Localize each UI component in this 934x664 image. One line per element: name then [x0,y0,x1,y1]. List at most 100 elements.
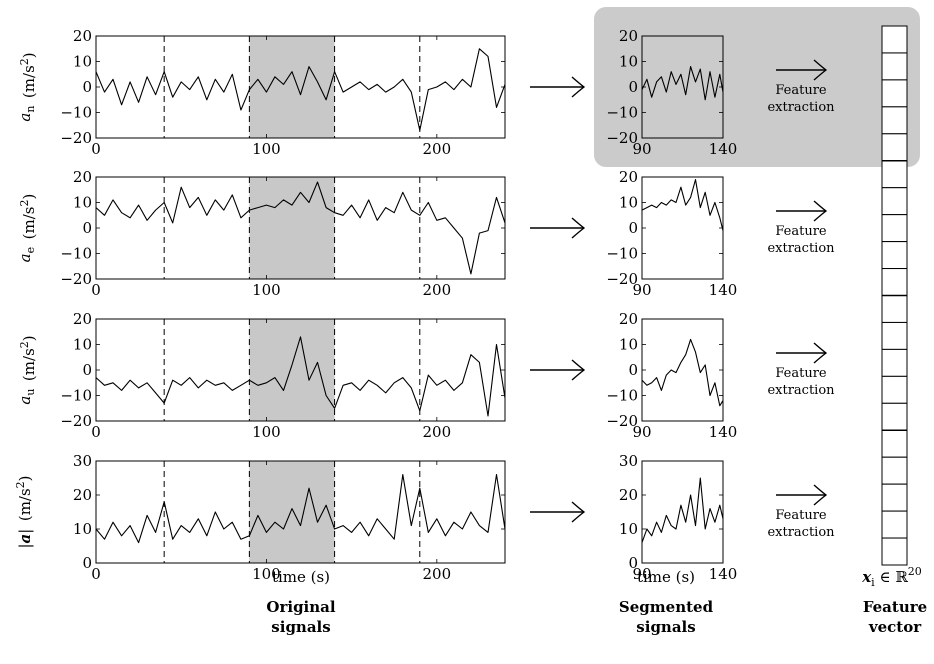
plot3-ytick-label: −10 [60,387,92,405]
plot2-xtick-label: 100 [252,281,281,299]
plot4-xtick-label: 100 [252,565,281,583]
feature-extraction-label-line2: extraction [767,100,835,115]
plot1-seg-xtick-label: 140 [709,140,738,158]
time-axis-label-left: time (s) [272,568,330,586]
feature-vector-cell [881,321,908,350]
time-axis-label-mid: time (s) [637,568,695,586]
plot2-signal-line [95,181,506,275]
plot2-seg-ytick-label: −10 [606,245,638,263]
plot1-xtick-label: 200 [423,140,452,158]
plot2-shaded-window [249,177,335,279]
plot2-ylabel-unit: (m/s [20,207,38,247]
feature-vector-cell [881,25,908,54]
plot2-seg-ytick-label: 10 [619,194,638,212]
plot2-xtick-label: 200 [423,281,452,299]
plot3-ylabel: au (m/s2) [16,335,38,404]
plot4-frame [95,460,506,564]
plot1-ytick-label: −10 [60,104,92,122]
plot2-ylabel: ae (m/s2) [16,194,38,263]
plot2-ylabel-var: a [16,253,34,262]
right-arrow-icon [776,342,828,364]
plot3-segment-line [641,338,724,407]
plot2-ytick-label: 10 [73,194,92,212]
plot1-ylabel-sub: n [24,106,37,113]
feature-extraction-labels: Feature extraction Feature extraction Featur… [767,83,835,540]
plot1-seg-ytick-label: 20 [619,27,638,45]
arrow-head [813,342,828,364]
plot4-signal-line [95,474,506,544]
plot3-xtick-label: 200 [423,423,452,441]
feature-extraction-label-line1: Feature [775,366,827,381]
plot4-seg-ytick-label: 0 [628,554,638,572]
feature-vector-cell [881,295,908,323]
plot2-seg-xtick-label: 140 [709,281,738,299]
arrow-head [571,217,586,239]
right-arrow-icon [776,59,828,81]
plot4-ylabel-sup: 2 [14,481,27,488]
feature-vector [881,25,908,566]
plot2-ylabel-close: ) [20,194,38,200]
plot3-shaded-window [249,319,335,421]
plot4-ytick-label: 10 [73,520,92,538]
original-caption-line1: Original [266,598,335,616]
plot1-ylabel-close: ) [20,52,38,58]
plot1-seg-xtick-label: 90 [632,140,651,158]
highlight-box [594,7,920,167]
plot4-segmented: 30 20 10 090 140 [619,452,737,583]
plot4-seg-ytick-label: 10 [619,520,638,538]
plot4-ylabel-unit: (m/s [16,488,34,528]
plot3-seg-ytick-label: 0 [628,361,638,379]
plot3-ylabel-close: ) [20,335,38,341]
right-arrow-icon [776,200,828,222]
right-arrow-icon [530,501,586,523]
plot1-segment-line [641,66,724,101]
segmented-caption-line1: Segmented [619,598,714,616]
plot2-seg-ytick-label: 0 [628,219,638,237]
feature-vector-math: xi ∈ ℝ20 [861,565,922,589]
plot3-seg-ytick-label: 10 [619,336,638,354]
plot1-xtick-label: 100 [252,140,281,158]
feature-vector-cell [881,241,908,270]
plot3-seg-ytick-label: 20 [619,310,638,328]
arrow-head [571,76,586,98]
feature-vector-cell [881,133,908,162]
plot4-segment-line [641,477,724,543]
feature-vector-cell [881,537,908,566]
plot1-ylabel-var: a [16,113,34,122]
arrow-head [813,484,828,506]
plot1-seg-ytick-label: 0 [628,78,638,96]
plot1-seg-ytick-label: 10 [619,53,638,71]
plot3-segment-frame [641,318,724,422]
plot4-ylabel-bold: a [16,534,34,544]
plot1-ytick-label: 10 [73,53,92,71]
plot2-seg-ytick-label: −20 [606,270,638,288]
plot4-ylabel-var: | [16,543,34,548]
plot1-shaded-window [249,36,335,138]
plot4-ylabel: |a| (m/s2) [14,475,34,548]
feature-extraction-label-line1: Feature [775,83,827,98]
feature-vector-cell [881,429,908,458]
plot1-ytick-label: −20 [60,129,92,147]
plot4-shaded-window [249,461,335,563]
feature-extraction-label-line1: Feature [775,224,827,239]
plot4-seg-xtick-label: 140 [709,565,738,583]
plot3-ytick-label: 0 [82,361,92,379]
plot2-xtick-label: 0 [91,281,101,299]
original-caption-line2: signals [271,618,330,636]
plot4-segment-frame [641,460,724,564]
plot1-seg-ytick-label: −10 [606,104,638,122]
feature-vector-cell [881,456,908,485]
plot1-ylabel: an (m/s2) [16,52,38,121]
plot4-xtick-label: 200 [423,565,452,583]
right-arrow-icon [776,484,828,506]
feature-vector-cell [881,187,908,216]
plot4-seg-xtick-label: 90 [632,565,651,583]
feature-vector-cell [881,510,908,539]
plot2-ylabel-sub: e [24,247,37,254]
plot4-ytick-label: 30 [73,452,92,470]
